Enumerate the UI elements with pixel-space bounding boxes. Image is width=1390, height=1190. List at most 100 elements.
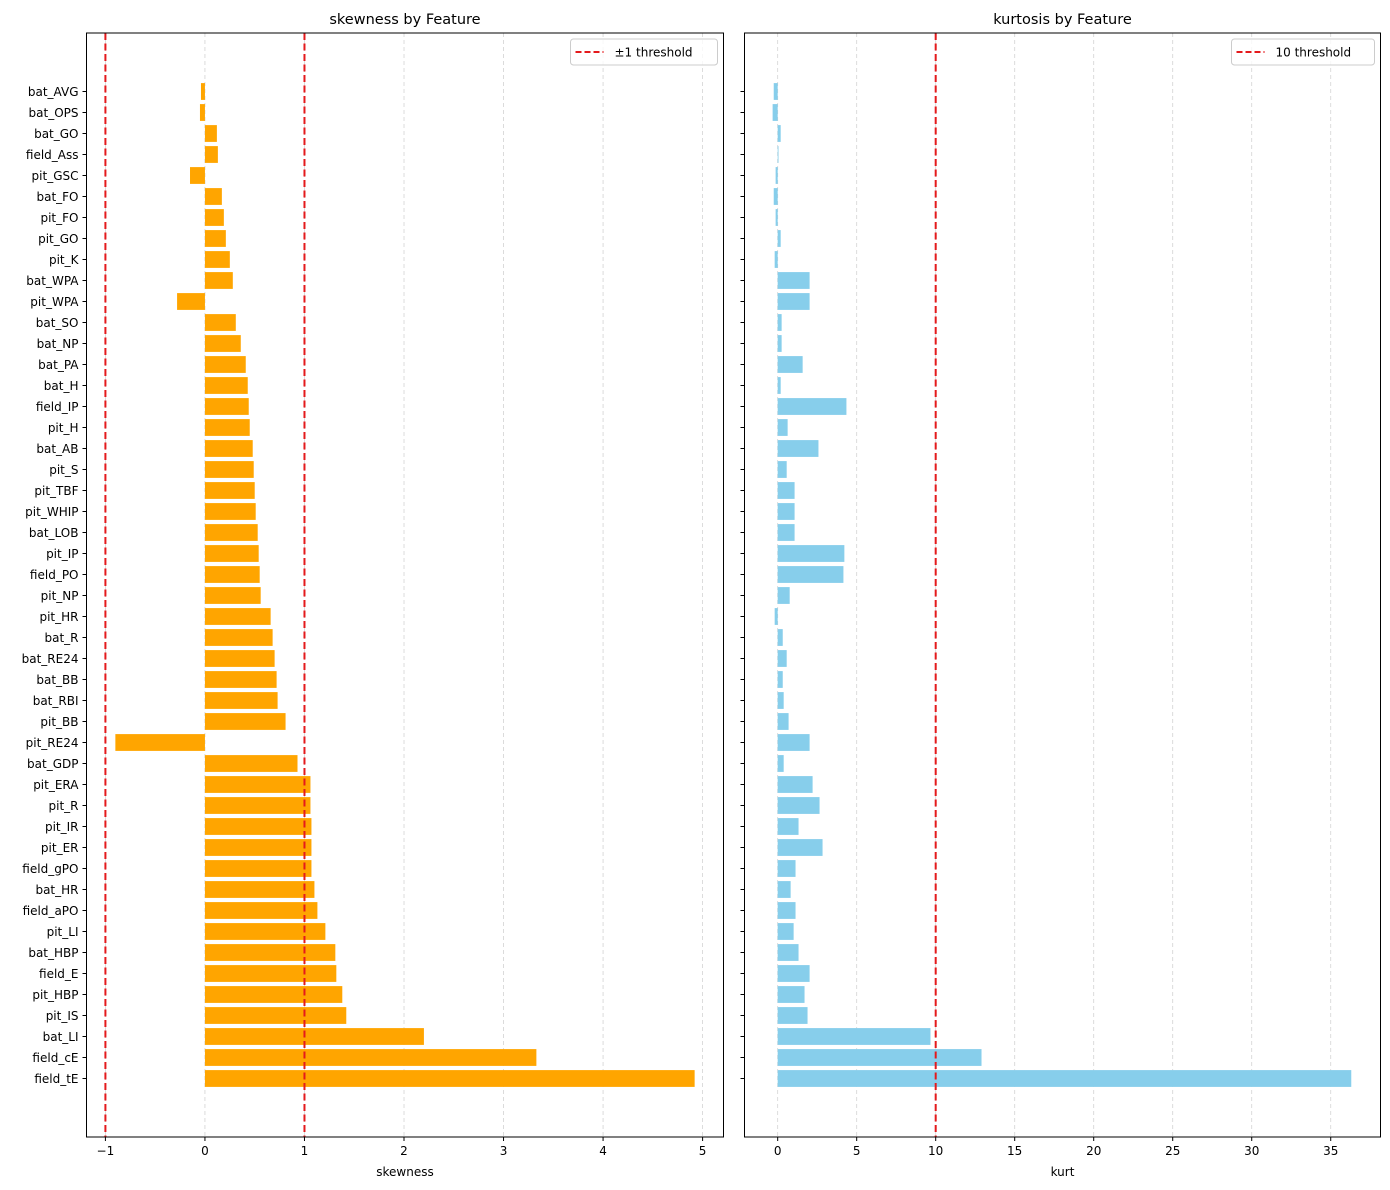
y-tick-label: field_aPO [23,904,79,918]
y-tick-label: pit_GSC [32,169,79,183]
x-tick-label: 25 [1165,1144,1180,1158]
bar-bat_LI [777,1028,931,1045]
bar-pit_GO [777,230,781,247]
y-tick-label: field_tE [34,1072,78,1086]
y-tick-label: pit_ER [41,841,79,855]
bar-bat_BB [204,671,277,688]
y-tick-label: bat_WPA [26,274,79,288]
y-tick-label: bat_SO [36,316,79,330]
bar-field_cE [204,1049,537,1066]
bar-pit_S [777,461,787,478]
bar-pit_IS [777,1007,808,1024]
bar-field_gPO [777,860,796,877]
y-tick-label: bat_HR [35,883,78,897]
bar-pit_RE24 [777,734,810,751]
bar-field_IP [777,398,847,415]
kurtosis-x-ticks: 0 5 10 15 20 25 30 35 [774,1137,1338,1158]
bar-pit_RE24 [115,734,205,751]
bar-bat_RE24 [204,650,275,667]
bar-bat_NP [204,335,241,352]
y-tick-label: bat_RE24 [22,652,79,666]
bar-field_IP [204,398,249,415]
bar-pit_GSC [775,167,778,184]
y-tick-label: field_E [39,967,78,981]
kurtosis-panel: 0 5 10 15 20 25 30 35 kurtosis by Feature kurt … [740,12,1381,1179]
skewness-y-ticks: bat_AVG bat_OPS bat_GO field_Ass pit_GSC bat_… [22,85,87,1086]
bar-pit_LI [777,923,794,940]
bar-pit_K [774,251,778,268]
bar-pit_S [204,461,254,478]
bar-bat_SO [777,314,782,331]
bar-bat_OPS [199,104,205,121]
bar-bat_WPA [204,272,233,289]
y-tick-label: pit_IP [46,547,78,561]
bar-pit_TBF [777,482,795,499]
bar-bat_GDP [204,755,298,772]
y-tick-label: bat_HBP [28,946,78,960]
x-tick-label: 20 [1086,1144,1101,1158]
bar-bat_HR [777,881,791,898]
bar-bat_HBP [204,944,336,961]
x-tick-label: 2 [400,1144,408,1158]
bar-pit_ER [777,839,823,856]
skewness-bars [115,83,695,1087]
bar-pit_HBP [204,986,343,1003]
bar-pit_BB [777,713,789,730]
bar-pit_ERA [204,776,311,793]
bar-pit_IP [777,545,845,562]
bar-field_PO [204,566,260,583]
kurtosis-legend-box [1231,38,1375,66]
bar-bat_HBP [777,944,799,961]
bar-pit_IR [204,818,312,835]
y-tick-label: bat_H [44,379,79,393]
bar-bat_GDP [777,755,784,772]
bar-bat_LOB [777,524,795,541]
bar-pit_LI [204,923,326,940]
bar-bat_AVG [773,83,778,100]
kurtosis-legend-label: 10 threshold [1276,46,1352,60]
bar-bat_R [204,629,273,646]
bar-field_aPO [204,902,318,919]
bar-pit_H [777,419,788,436]
bar-bat_OPS [772,104,778,121]
y-tick-label: field_IP [36,400,79,414]
y-tick-label: field_cE [32,1051,78,1065]
y-tick-label: pit_R [49,799,79,813]
bar-bat_AVG [200,83,205,100]
bar-bat_FO [773,188,778,205]
bar-pit_BB [204,713,286,730]
x-tick-label: 3 [500,1144,508,1158]
skewness-axes-frame [86,32,724,1138]
bar-pit_IR [777,818,799,835]
bar-pit_HR [774,608,778,625]
bar-field_cE [777,1049,982,1066]
y-tick-label: pit_WHIP [25,505,78,519]
bar-pit_ER [204,839,312,856]
bar-pit_HR [204,608,271,625]
bar-field_PO [777,566,844,583]
bar-pit_GO [204,230,226,247]
bar-field_Ass [777,146,779,163]
bar-bat_PA [204,356,246,373]
kurtosis-legend: 10 threshold [1231,38,1375,66]
kurtosis-bars [772,83,1352,1087]
bar-pit_IP [204,545,259,562]
bar-pit_H [204,419,250,436]
skewness-chart-title: skewness by Feature [329,12,480,28]
bar-pit_R [777,797,820,814]
y-tick-label: bat_LI [43,1030,79,1044]
y-tick-label: bat_AB [36,442,78,456]
bar-bat_AB [777,440,819,457]
y-tick-label: pit_IS [46,1009,79,1023]
bar-pit_WPA [177,293,205,310]
bar-bat_WPA [777,272,810,289]
bar-bat_RE24 [777,650,787,667]
y-tick-label: field_gPO [22,862,78,876]
bar-pit_TBF [204,482,255,499]
bar-pit_ERA [777,776,813,793]
y-tick-label: pit_NP [41,589,79,603]
y-tick-label: bat_OPS [29,106,79,120]
y-tick-label: field_Ass [26,148,79,162]
y-tick-label: pit_WPA [30,295,79,309]
bar-bat_FO [204,188,222,205]
